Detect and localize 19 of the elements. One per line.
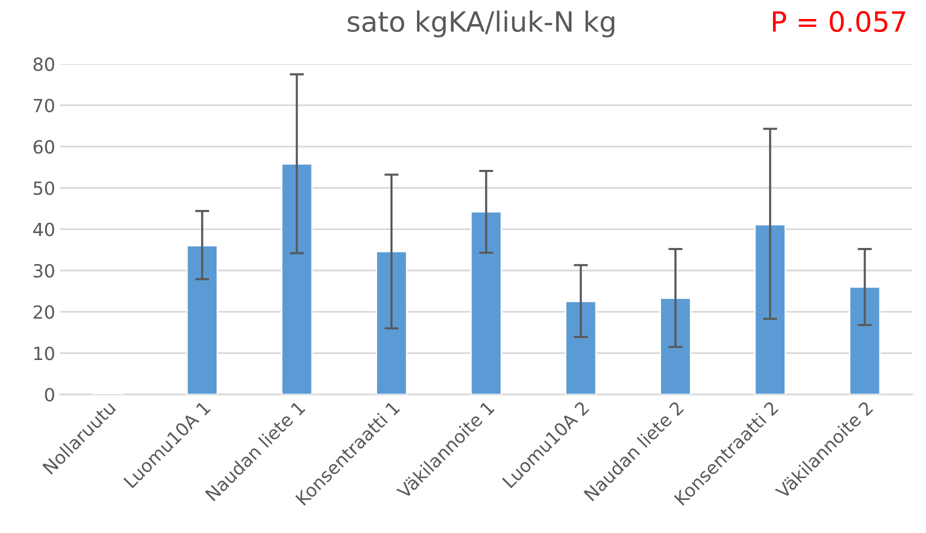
y-tick-label: 10 [34, 346, 54, 360]
y-tick-label: 30 [34, 264, 54, 278]
chart-title: sato kgKA/liuk-N kg [348, 10, 614, 38]
bar [280, 163, 313, 394]
bar [376, 250, 408, 394]
bar [660, 297, 692, 394]
bar [470, 211, 502, 394]
y-tick-label: 70 [34, 98, 54, 112]
bar [754, 224, 786, 394]
bar [848, 286, 881, 394]
bar [186, 245, 218, 394]
y-tick-label: 60 [34, 140, 54, 154]
y-tick-label: 80 [34, 57, 54, 72]
text: P = 0.057 [773, 11, 906, 32]
bar [564, 300, 597, 394]
y-tick-label: 20 [34, 305, 54, 319]
y-tick-label: 50 [34, 181, 54, 195]
y-tick-label: 40 [33, 222, 54, 236]
y-tick-label: 0 [45, 388, 54, 402]
